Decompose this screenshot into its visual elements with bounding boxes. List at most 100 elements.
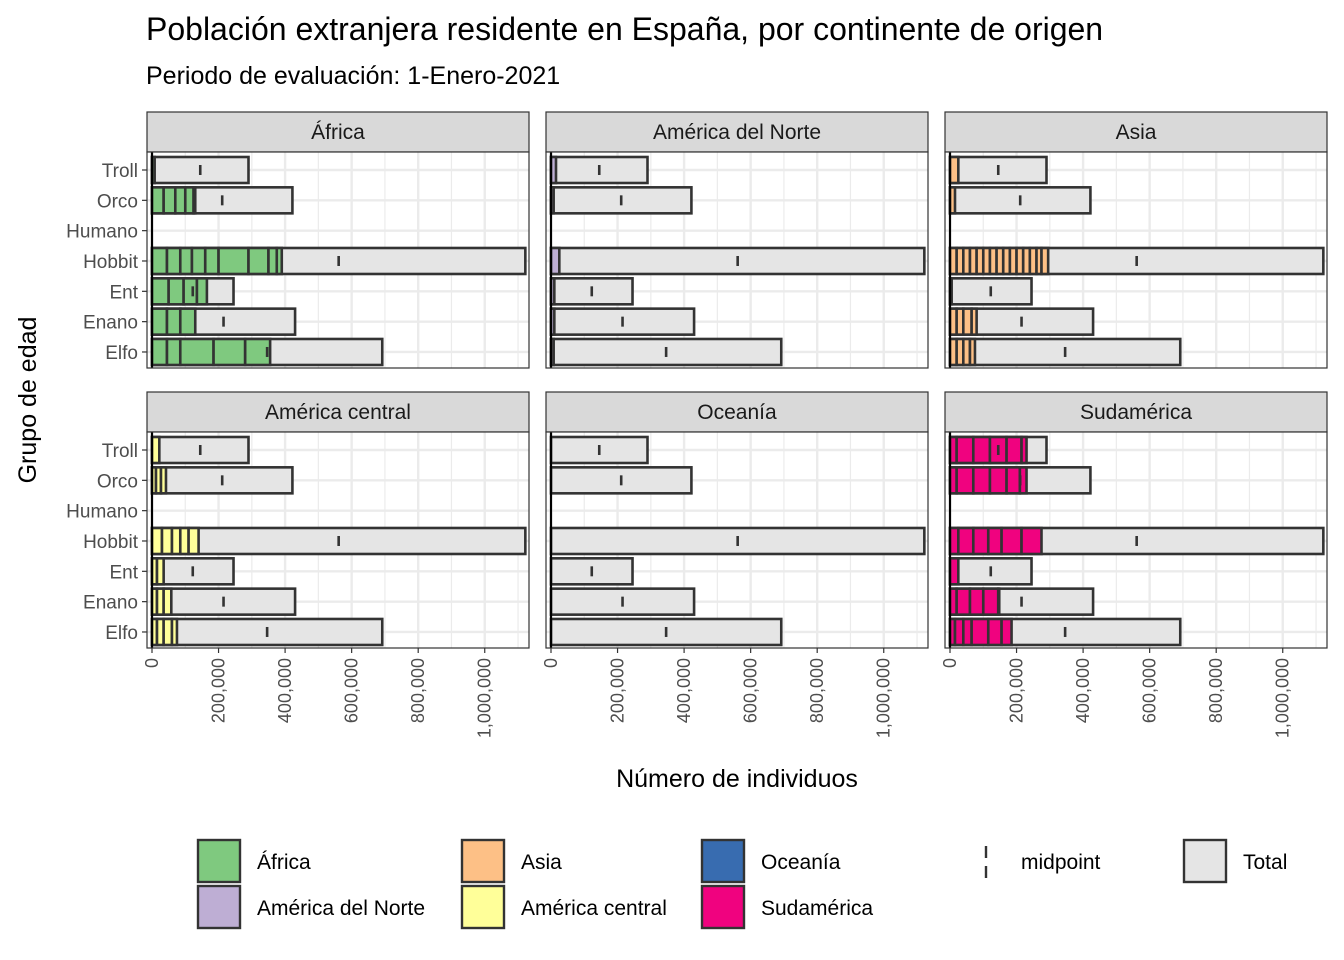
- y-tick-label: Ent: [109, 562, 138, 583]
- panel-border: [545, 151, 929, 369]
- legend-key: [196, 838, 242, 884]
- segment-bar-hobbit: [1020, 526, 1043, 556]
- segment-bar-elfo: [150, 337, 169, 367]
- segment-bar-enano: [955, 587, 972, 616]
- segment-bar-orco: [192, 186, 197, 215]
- x-tick-label: 800,000: [408, 658, 428, 723]
- segment-bar-elfo: [968, 337, 977, 367]
- x-tick-label: 800,000: [1206, 658, 1226, 723]
- legend-item-asia: Asia: [460, 838, 562, 884]
- segment-bar-hobbit: [1000, 526, 1023, 556]
- panel-border: [944, 151, 1328, 369]
- segment-bar-ent: [195, 277, 209, 306]
- x-tick-label: 1,000,000: [475, 658, 495, 738]
- facet-strip-label: Asia: [1116, 121, 1157, 144]
- segment-bar-elfo: [212, 337, 247, 367]
- x-tick-label: 1,000,000: [1273, 658, 1293, 738]
- facet-strip-label: América central: [265, 401, 411, 424]
- y-tick-label: Elfo: [105, 343, 138, 364]
- segment-bar-hobbit: [187, 526, 200, 556]
- segment-bar-ent: [948, 557, 960, 586]
- panel-america-del-norte: América del Norte: [545, 111, 929, 369]
- segment-bar-elfo: [1000, 617, 1013, 647]
- segment-bar-hobbit: [178, 246, 194, 276]
- y-tick-label: Enano: [83, 593, 138, 614]
- legend-label: África: [257, 851, 311, 874]
- segment-bar-elfo: [986, 617, 1003, 647]
- facet-strip-label: América del Norte: [653, 121, 821, 144]
- segment-bar-orco: [159, 466, 168, 495]
- x-tick-label: 600,000: [342, 658, 362, 723]
- facet-strip: [944, 111, 1328, 153]
- panel-border: [146, 151, 530, 369]
- segment-bar-orco: [988, 466, 1008, 495]
- x-tick-label: 600,000: [741, 658, 761, 723]
- legend-key: [700, 838, 746, 884]
- legend-item-total: Total: [1182, 838, 1287, 884]
- legend-item-sudamerica: Sudamérica: [700, 884, 873, 930]
- facet-strip: [146, 391, 530, 433]
- panel-oceania: Oceanía 0 200,000 400,000 600,000 800,000 1,00…: [541, 391, 929, 738]
- segment-bar-hobbit: [160, 526, 174, 556]
- total-bar-elfo: [948, 337, 1182, 367]
- x-tick-label: 200,000: [608, 658, 628, 723]
- legend-label: midpoint: [1021, 851, 1101, 874]
- chart-title: Población extranjera residente en España…: [146, 11, 1103, 47]
- y-tick-label: Troll: [102, 441, 138, 462]
- segment-bar-hobbit: [957, 526, 975, 556]
- segment-bar-enano: [150, 307, 169, 336]
- y-tick-label: Orco: [97, 191, 138, 212]
- segment-bar-enano: [165, 307, 182, 336]
- panel-africa: África Troll Orco Humano Hobbit Ent Enano Elfo: [66, 111, 530, 369]
- segment-bar-enano: [968, 587, 985, 616]
- segment-bar-hobbit: [150, 526, 164, 556]
- segment-bar-hobbit: [165, 246, 182, 276]
- legend-label: América central: [521, 897, 667, 920]
- x-tick-label: 200,000: [1007, 658, 1027, 723]
- x-tick-label: 400,000: [1073, 658, 1093, 723]
- segment-bar-hobbit: [217, 246, 250, 276]
- facet-strip: [146, 111, 530, 153]
- segment-bar-hobbit: [203, 246, 220, 276]
- segment-bar-hobbit: [275, 246, 284, 276]
- legend-item-africa: África: [196, 838, 311, 884]
- facet-strip-label: África: [311, 121, 365, 144]
- segment-bar-ent: [150, 277, 170, 306]
- y-tick-label: Enano: [83, 313, 138, 334]
- legend-item-oceania: Oceanía: [700, 838, 841, 884]
- legend-label: Total: [1243, 851, 1287, 874]
- segment-bar-hobbit: [247, 246, 270, 276]
- x-tick-label: 0: [541, 658, 561, 668]
- y-tick-label: Hobbit: [83, 252, 139, 273]
- panel-america-central: América central Troll Orco Humano Hobbit Ent E…: [66, 391, 530, 738]
- segment-bar-troll: [971, 435, 992, 465]
- y-tick-label: Hobbit: [83, 532, 139, 553]
- segment-bar-enano: [178, 307, 197, 336]
- panel-border: [146, 431, 530, 649]
- segment-bar-orco: [955, 466, 975, 495]
- facet-strip: [545, 111, 929, 153]
- x-tick-label: 600,000: [1140, 658, 1160, 723]
- panel-asia: Asia: [944, 111, 1328, 369]
- panel-border: [944, 431, 1328, 649]
- legend-label: Oceanía: [761, 851, 841, 874]
- x-axis-title: Número de individuos: [616, 765, 858, 793]
- legend-item-america-central: América central: [460, 884, 667, 930]
- x-tick-label: 400,000: [674, 658, 694, 723]
- total-bar-elfo: [549, 337, 783, 367]
- segment-bar-hobbit: [549, 246, 561, 276]
- y-tick-label: Troll: [102, 161, 138, 182]
- legend-label: Asia: [521, 851, 562, 874]
- segment-bar-elfo: [170, 617, 179, 647]
- segment-bar-enano: [981, 587, 1000, 616]
- facet-strip-label: Oceanía: [697, 401, 777, 424]
- legend-key: [700, 884, 746, 930]
- segment-bar-orco: [162, 186, 177, 215]
- segment-bar-orco: [971, 466, 992, 495]
- y-tick-label: Humano: [66, 222, 138, 243]
- segment-bar-troll: [948, 155, 960, 185]
- legend-item-midpoint: midpoint: [984, 846, 1101, 878]
- x-tick-label: 200,000: [209, 658, 229, 723]
- total-bar-enano: [549, 587, 696, 616]
